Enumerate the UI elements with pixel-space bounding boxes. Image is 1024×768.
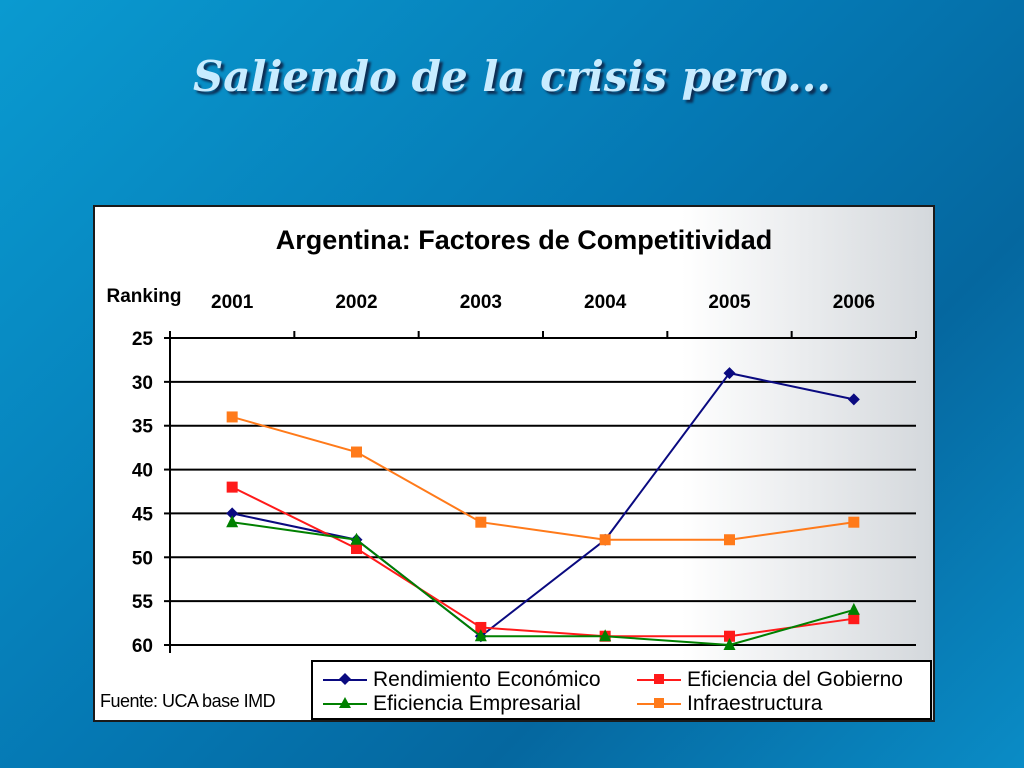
square-marker-icon [654,674,664,684]
series-line-0 [231,371,855,638]
legend-label: Rendimiento Económico [373,668,601,691]
data-point-triangle [226,515,239,528]
legend-swatch [323,697,367,708]
legend-item-infraestructura: Infraestructura [637,692,822,716]
data-point-square [351,446,362,458]
data-point-triangle [474,629,487,642]
triangle-marker-icon [339,697,351,708]
data-point-triangle [847,602,860,615]
data-point-square [351,543,362,555]
legend-item-rendimiento: Rendimiento Económico [323,668,601,692]
data-point-square [724,630,735,642]
chart-legend: Rendimiento Económico Eficiencia del Gob… [311,660,932,720]
y-tick-label: 25 [132,329,154,350]
series-line-3 [231,415,854,541]
y-axis-label: Ranking [107,286,182,307]
diamond-marker-icon [338,672,352,686]
y-tick-label: 60 [132,636,153,657]
y-tick-label: 45 [132,504,154,525]
series-line-1 [231,486,854,638]
data-point-square [475,516,487,528]
data-point-square [724,534,735,546]
series-line-2 [232,521,855,647]
x-tick-label: 2005 [708,292,751,313]
data-point-square [848,516,860,528]
data-point-triangle [723,638,736,650]
data-point-square [848,613,860,625]
x-tick-label: 2002 [335,292,377,313]
y-tick-label: 30 [132,373,153,394]
legend-label: Eficiencia Empresarial [373,692,581,715]
data-point-diamond [847,393,860,406]
y-tick-label: 50 [132,548,153,569]
x-tick-label: 2003 [460,292,502,313]
data-point-square [226,411,238,423]
data-point-square [475,621,487,633]
x-tick-label: 2001 [211,292,254,313]
legend-item-gobierno: Eficiencia del Gobierno [637,668,903,692]
y-tick-label: 40 [132,461,153,482]
legend-swatch [637,698,681,708]
legend-label: Eficiencia del Gobierno [687,668,903,691]
data-point-square [226,481,238,493]
data-point-triangle [350,532,363,545]
data-point-square [599,534,611,546]
y-tick-label: 35 [132,417,154,438]
y-tick-label: 55 [132,592,154,613]
data-point-diamond [226,507,239,520]
legend-swatch [323,672,367,686]
legend-item-empresarial: Eficiencia Empresarial [323,692,581,716]
legend-label: Infraestructura [687,692,823,715]
data-point-diamond [723,367,736,380]
source-note: Fuente: UCA base IMD [100,691,276,711]
chart-title: Argentina: Factores de Competitividad [276,225,773,255]
data-point-triangle [599,629,612,642]
slide-title: Saliendo de la crisis pero... [192,52,832,101]
legend-swatch [637,674,681,684]
square-marker-icon [654,698,664,708]
x-tick-label: 2006 [833,292,875,313]
x-tick-label: 2004 [584,292,627,313]
